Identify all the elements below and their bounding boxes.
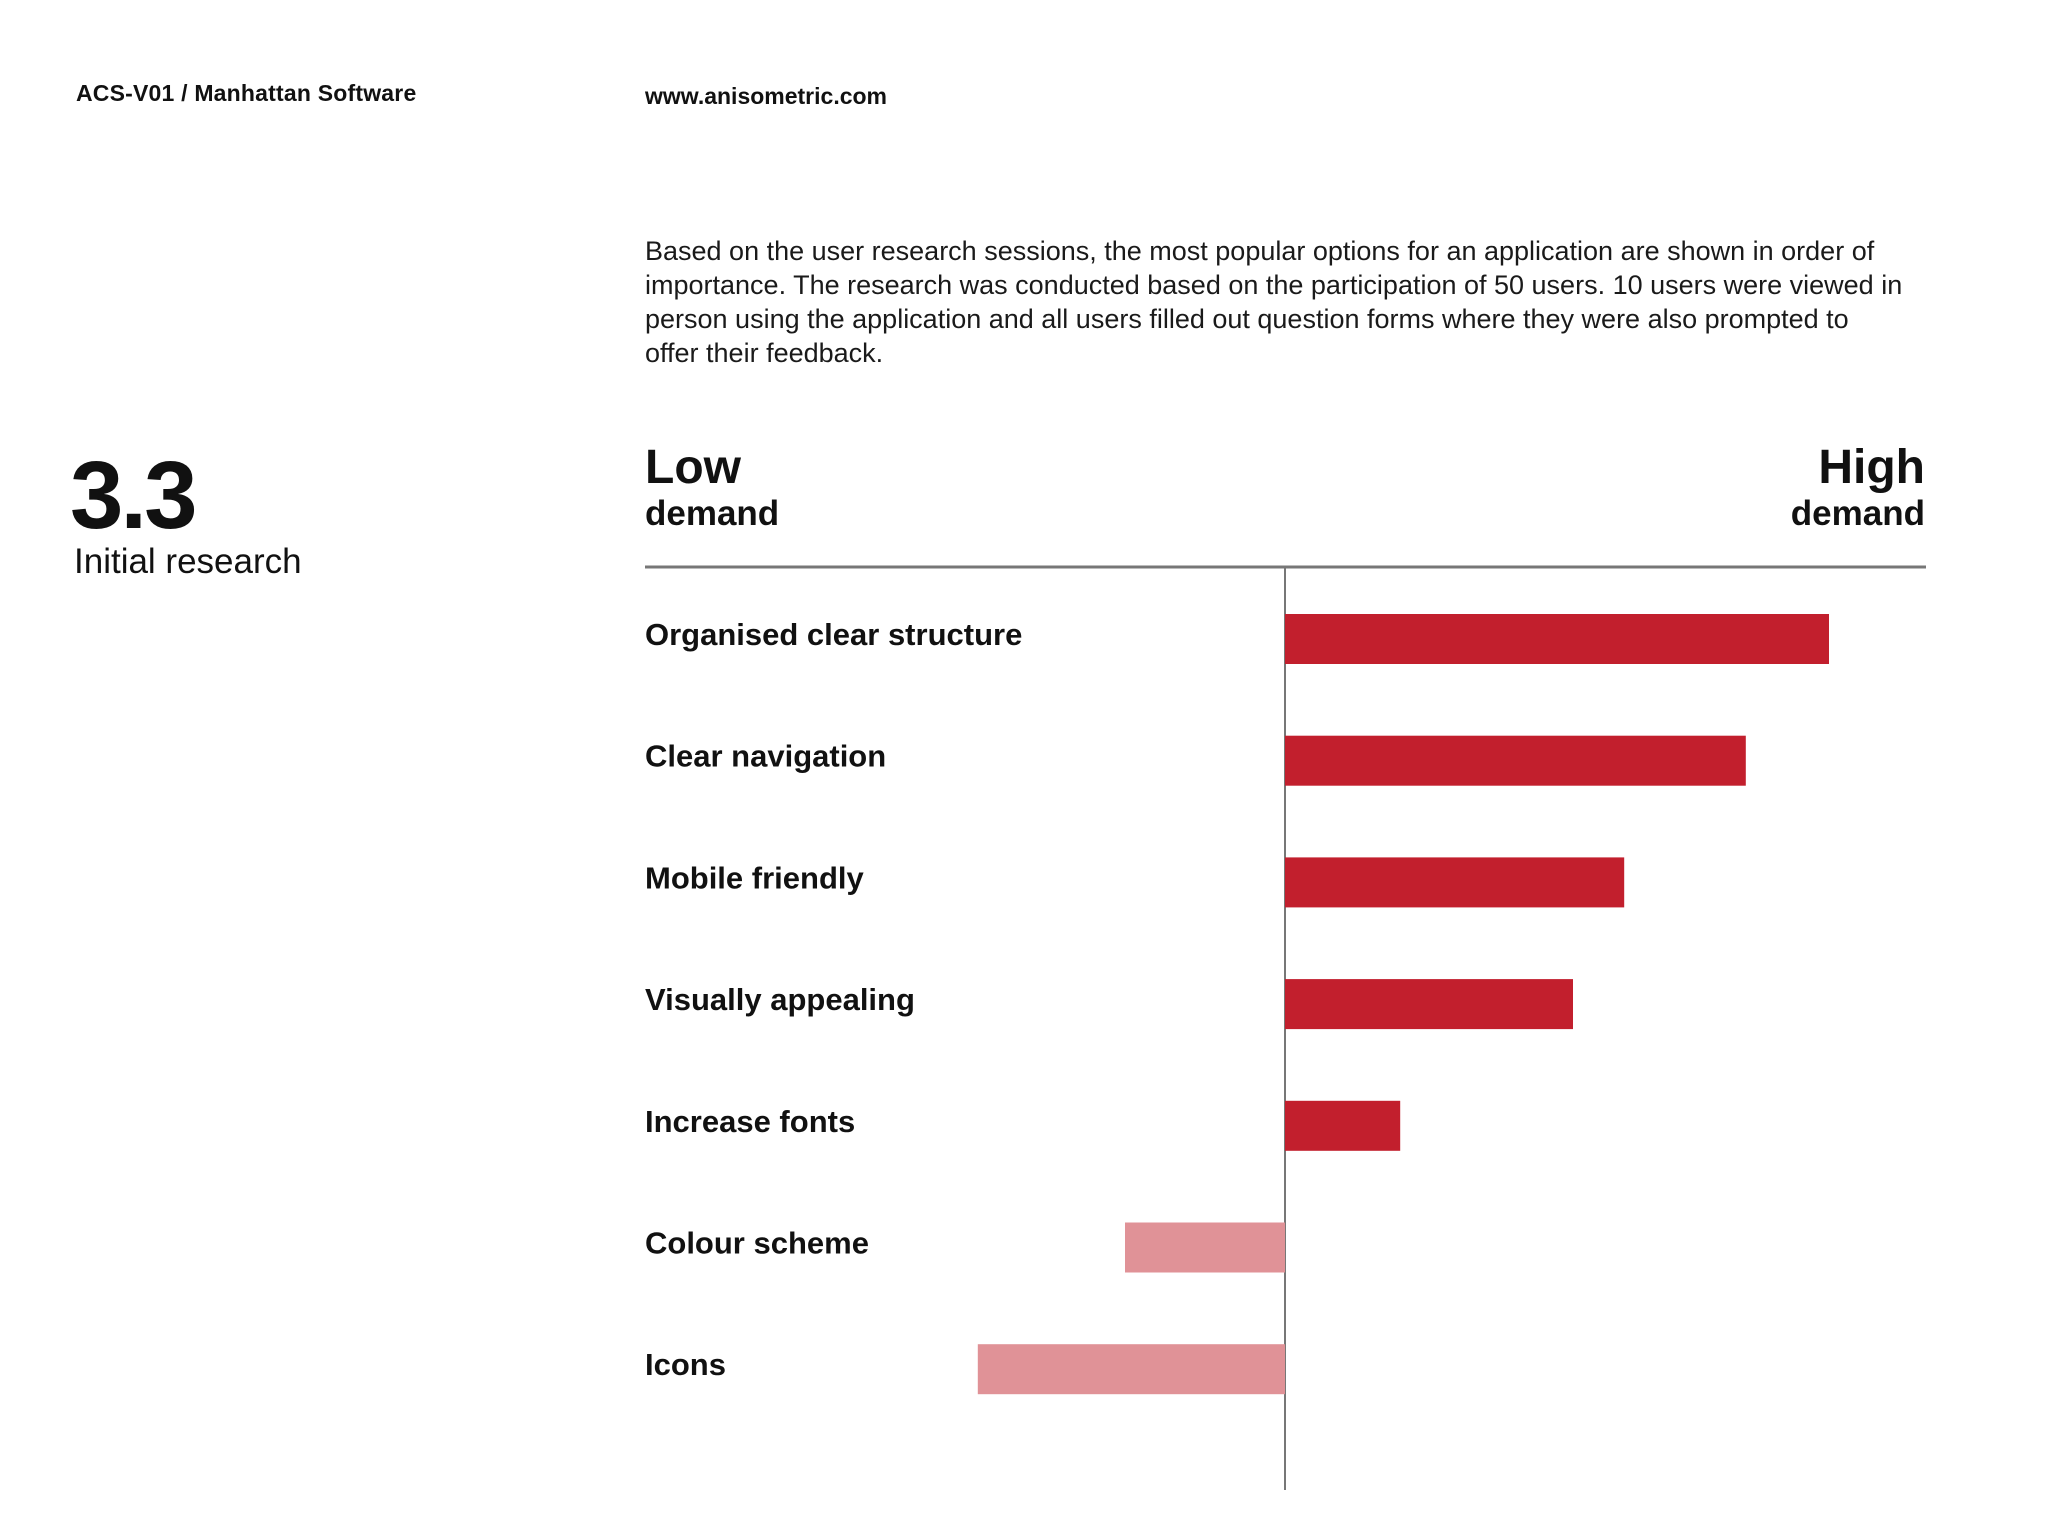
intro-paragraph: Based on the user research sessions, the… bbox=[645, 236, 1903, 368]
high-label-sub: demand bbox=[1791, 494, 1925, 533]
high-label-main: High bbox=[1818, 441, 1925, 494]
demand-bar bbox=[977, 1344, 1285, 1395]
document-reference: ACS-V01 / Manhattan Software bbox=[76, 80, 417, 106]
demand-bar bbox=[1285, 735, 1746, 786]
low-label-sub: demand bbox=[645, 494, 779, 533]
demand-bar bbox=[1285, 614, 1829, 664]
category-label: Increase fonts bbox=[645, 1104, 855, 1139]
category-label: Visually appealing bbox=[645, 982, 915, 1017]
category-label: Mobile friendly bbox=[645, 860, 865, 895]
demand-bar bbox=[1125, 1222, 1285, 1273]
low-label-main: Low bbox=[645, 441, 742, 494]
bars-group: Organised clear structure Clear navigatio… bbox=[645, 614, 1829, 1395]
category-label: Icons bbox=[645, 1347, 726, 1382]
demand-bar bbox=[1285, 1100, 1401, 1151]
category-label: Clear navigation bbox=[645, 739, 886, 774]
section-title: Initial research bbox=[74, 542, 302, 581]
demand-bar bbox=[1285, 979, 1573, 1030]
demand-bar bbox=[1285, 857, 1625, 908]
section-number: 3.3 bbox=[70, 442, 197, 549]
category-label: Colour scheme bbox=[645, 1226, 869, 1261]
category-label: Organised clear structure bbox=[645, 617, 1022, 652]
website-url[interactable]: www.anisometric.com bbox=[645, 83, 887, 109]
